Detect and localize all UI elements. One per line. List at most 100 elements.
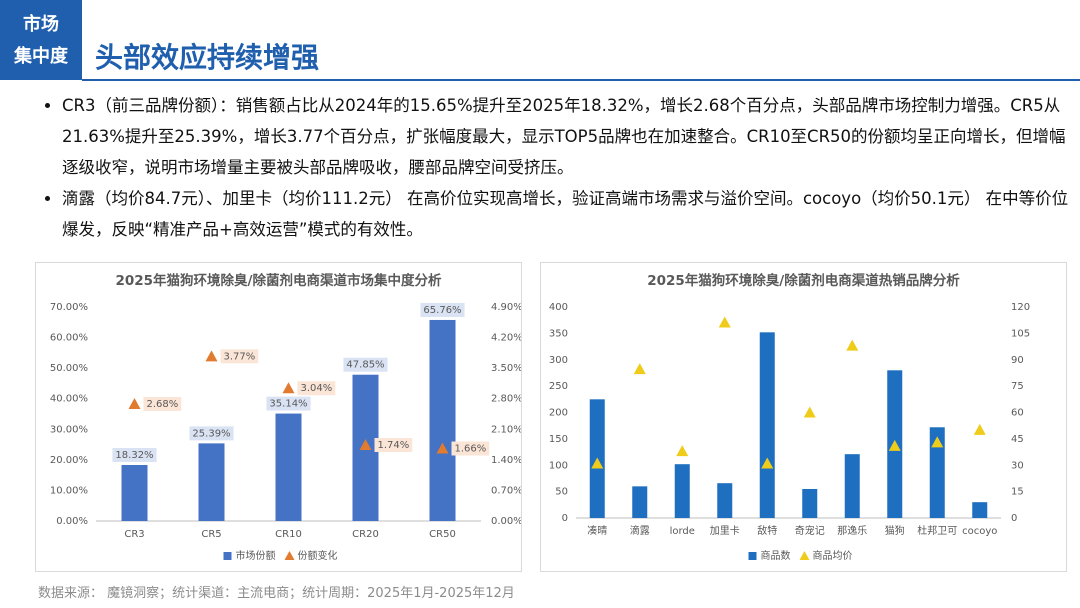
x-tick-label: lorde	[670, 526, 695, 537]
data-label: 35.14%	[269, 399, 307, 410]
legend-marker	[799, 551, 810, 560]
y-tick-label: 300	[549, 355, 568, 366]
marker	[718, 316, 731, 328]
chart: 2025年猫狗环境除臭/除菌剂电商渠道热销品牌分析050100150200250…	[540, 262, 1067, 572]
bar	[759, 332, 775, 518]
bar	[929, 427, 945, 518]
page-title: 头部效应持续增强	[95, 41, 320, 74]
data-label: 2.68%	[147, 399, 179, 410]
label-box	[112, 447, 157, 462]
y-tick-label: 250	[549, 381, 568, 392]
x-tick-label: 凑晴	[587, 524, 607, 537]
x-tick-label: 杜邦卫可	[917, 524, 957, 537]
bar	[972, 502, 988, 518]
marker	[633, 363, 646, 375]
bar	[844, 454, 860, 518]
y2-tick-label: 15	[1011, 487, 1024, 498]
y2-tick-label: 90	[1011, 355, 1024, 366]
x-tick-label: 滴露	[630, 524, 650, 537]
y-tick-label: 10.00%	[50, 485, 88, 496]
marker	[931, 436, 944, 448]
badge-line: 市场	[23, 14, 59, 35]
y-tick-label: 40.00%	[50, 394, 88, 405]
label-box	[143, 396, 182, 411]
y2-tick-label: 105	[1011, 328, 1030, 339]
marker	[676, 445, 689, 457]
legend-marker	[223, 552, 232, 560]
y-tick-label: 50.00%	[50, 363, 88, 374]
bar	[632, 486, 648, 518]
y-tick-label: 0.00%	[56, 516, 88, 527]
y-tick-label: 400	[549, 302, 568, 313]
x-tick-label: 那逸乐	[837, 525, 867, 537]
bullet: 滴露（均价84.7元）、加里卡（均价111.2元） 在高价位实现高增长，验证高端…	[62, 183, 1080, 245]
chart-title: 2025年猫狗环境除臭/除菌剂电商渠道市场集中度分析	[115, 272, 442, 289]
source-note: 数据来源： 魔镜洞察；统计渠道：主流电商；统计周期：2025年1月-2025年1…	[38, 586, 515, 601]
y2-tick-label: 120	[1011, 302, 1030, 313]
data-label: 1.66%	[455, 444, 487, 455]
title-rule	[82, 79, 1080, 81]
y2-tick-label: 2.80%	[491, 394, 522, 405]
label-box	[220, 349, 259, 364]
y2-tick-label: 0.70%	[491, 485, 522, 496]
x-tick-label: 猫狗	[885, 524, 905, 537]
label-box	[374, 438, 413, 453]
data-label: 65.76%	[423, 305, 461, 316]
label-box	[297, 381, 336, 396]
legend-label: 市场份额	[236, 549, 276, 562]
bar	[275, 413, 302, 521]
y2-tick-label: 75	[1011, 381, 1024, 392]
legend-label: 商品数	[761, 549, 791, 562]
y2-tick-label: 3.50%	[491, 363, 522, 374]
label-box	[266, 396, 311, 411]
label-box	[420, 302, 465, 317]
x-tick-label: 加里卡	[710, 524, 740, 537]
y-tick-label: 50	[555, 487, 568, 498]
y-tick-label: 30.00%	[50, 424, 88, 435]
marker	[761, 457, 774, 469]
data-label: 25.39%	[192, 428, 230, 439]
chart: 2025年猫狗环境除臭/除菌剂电商渠道市场集中度分析 0.00% 10.00% 20.…	[35, 262, 522, 572]
legend-label: 份额变化	[298, 549, 338, 562]
y-tick-label: 100	[549, 460, 568, 471]
x-tick-label: 敌特	[757, 524, 777, 537]
bar	[802, 488, 818, 518]
marker	[205, 350, 218, 362]
marker	[803, 406, 816, 418]
bar	[121, 464, 148, 521]
marker	[359, 439, 372, 451]
legend-label: 商品均价	[813, 549, 853, 562]
badge-line: 集中度	[14, 46, 68, 67]
legend-marker	[284, 551, 295, 560]
data-label: 3.04%	[301, 383, 333, 394]
y-tick-label: 150	[549, 434, 568, 445]
x-tick-label: CR50	[429, 529, 456, 540]
x-tick-label: CR10	[275, 529, 302, 540]
bullet: CR3（前三品牌份额）：销售额占比从2024年的15.65%提升至2025年18…	[62, 90, 1080, 183]
marker	[436, 442, 449, 454]
bar	[198, 443, 225, 521]
y2-tick-label: 45	[1011, 434, 1024, 445]
x-tick-label: 奇宠记	[795, 524, 825, 537]
y-tick-label: 350	[549, 328, 568, 339]
y2-tick-label: 1.40%	[491, 455, 522, 466]
marker	[888, 439, 901, 451]
marker	[846, 339, 859, 351]
data-label: 18.32%	[115, 450, 153, 461]
y2-tick-label: 2.10%	[491, 424, 522, 435]
x-tick-label: CR20	[352, 529, 379, 540]
legend-marker	[748, 552, 757, 560]
y2-tick-label: 0.00%	[491, 516, 522, 527]
y2-tick-label: 4.90%	[491, 302, 522, 313]
x-tick-label: cocoyo	[962, 526, 997, 537]
marker	[282, 382, 295, 394]
y2-tick-label: 0	[1011, 513, 1017, 524]
y-tick-label: 0	[562, 513, 568, 524]
marker	[973, 423, 986, 435]
bar	[429, 319, 456, 521]
marker	[591, 457, 604, 469]
y2-tick-label: 30	[1011, 460, 1024, 471]
bullet-list: CR3（前三品牌份额）：销售额占比从2024年的15.65%提升至2025年18…	[38, 90, 1080, 245]
label-box	[189, 426, 234, 441]
